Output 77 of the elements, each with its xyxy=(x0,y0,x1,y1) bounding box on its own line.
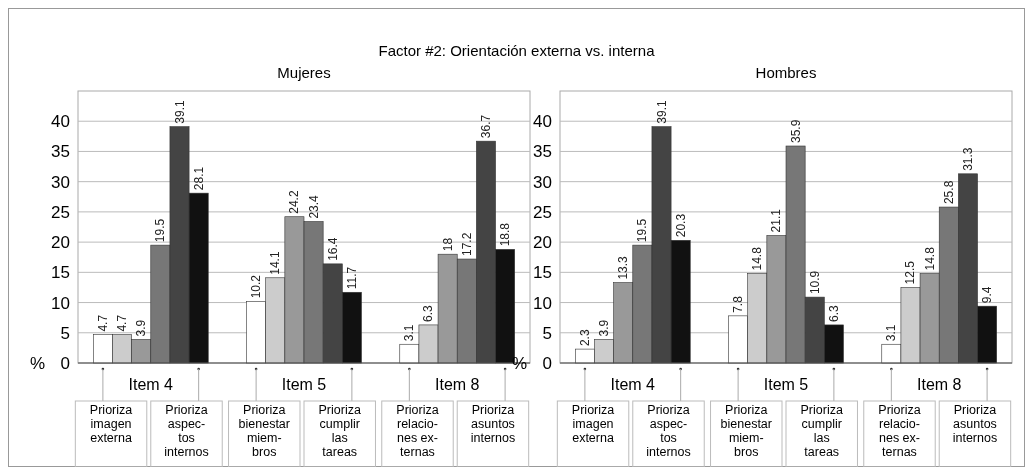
y-tick-label: 0 xyxy=(60,354,70,373)
data-label: 14.1 xyxy=(268,251,283,275)
data-label: 2.3 xyxy=(577,329,592,347)
data-label: 39.1 xyxy=(172,99,187,124)
data-label: 7.8 xyxy=(731,295,746,313)
y-tick-label: 25 xyxy=(533,202,552,222)
text: Prioriza aspec- tos internos xyxy=(164,403,209,459)
x-tick-label: Item 5 xyxy=(763,376,809,393)
text: Prioriza imagen externa xyxy=(571,403,615,445)
y-tick-label: 30 xyxy=(51,172,70,192)
text: Prioriza relacio- nes ex- ternas xyxy=(396,403,439,459)
y-tick-label: 40 xyxy=(533,112,552,132)
data-label: 35.9 xyxy=(788,119,803,143)
data-label: 3.1 xyxy=(884,324,899,342)
chart-subtitle: Hombres xyxy=(755,64,817,81)
data-label: 12.5 xyxy=(903,260,918,285)
y-axis-title: % xyxy=(512,354,528,373)
data-label: 24.2 xyxy=(287,190,302,214)
text: Prioriza relacio- nes ex- ternas xyxy=(878,403,921,459)
data-label: 39.1 xyxy=(654,99,669,124)
data-label: 16.4 xyxy=(325,237,340,261)
chart-subtitle: Mujeres xyxy=(277,64,331,81)
data-label: 4.7 xyxy=(115,314,130,332)
y-tick-label: 10 xyxy=(533,293,552,313)
chart-title: Factor #2: Orientación externa vs. interna xyxy=(378,42,656,59)
y-tick-label: 35 xyxy=(51,142,70,162)
data-label: 18 xyxy=(440,237,455,252)
data-label: 18.8 xyxy=(498,222,513,247)
data-label: 19.5 xyxy=(153,218,168,243)
x-tick-label: Item 8 xyxy=(434,376,480,393)
data-label: 11.7 xyxy=(344,266,359,290)
y-tick-label: 10 xyxy=(51,293,70,313)
data-label: 3.9 xyxy=(597,319,612,337)
text: Prioriza cumplir las tareas xyxy=(800,403,843,459)
data-label: 14.8 xyxy=(922,246,937,271)
text: Prioriza asuntos internos xyxy=(952,403,998,445)
data-label: 9.4 xyxy=(980,286,995,304)
data-label: 10.2 xyxy=(249,274,264,299)
y-tick-label: 35 xyxy=(533,142,552,162)
data-label: 6.3 xyxy=(826,304,841,322)
y-tick-label: 5 xyxy=(60,323,70,343)
y-tick-label: 15 xyxy=(51,263,70,283)
data-label: 31.3 xyxy=(960,147,975,171)
x-tick-label: Item 4 xyxy=(128,376,174,393)
y-axis-title: % xyxy=(30,354,46,373)
y-tick-label: 40 xyxy=(51,112,70,132)
data-label: 10.9 xyxy=(807,270,822,295)
text: Prioriza asuntos internos xyxy=(470,403,516,445)
data-label: 25.8 xyxy=(941,180,956,205)
text: Prioriza bienestar miem- bros xyxy=(720,403,772,459)
y-tick-label: 20 xyxy=(51,233,70,253)
text: Prioriza aspec- tos internos xyxy=(646,403,691,459)
data-label: 3.9 xyxy=(134,319,149,337)
data-label: 6.3 xyxy=(421,304,436,322)
data-label: 28.1 xyxy=(191,166,206,191)
data-label: 14.8 xyxy=(750,246,765,271)
text: Prioriza cumplir las tareas xyxy=(318,403,361,459)
data-label: 13.3 xyxy=(616,255,631,280)
y-tick-label: 30 xyxy=(533,172,552,192)
y-tick-label: 15 xyxy=(533,263,552,283)
data-label: 20.3 xyxy=(673,213,688,238)
data-label: 19.5 xyxy=(635,218,650,243)
data-label: 23.4 xyxy=(306,194,321,219)
text: Prioriza bienestar miem- bros xyxy=(238,403,290,459)
data-label: 4.7 xyxy=(95,314,110,332)
text: Prioriza imagen externa xyxy=(89,403,133,445)
y-tick-label: 25 xyxy=(51,202,70,222)
data-label: 21.1 xyxy=(769,208,784,233)
data-label: 36.7 xyxy=(478,114,493,139)
y-tick-label: 0 xyxy=(542,354,552,373)
y-tick-label: 20 xyxy=(533,233,552,253)
y-tick-label: 5 xyxy=(542,323,552,343)
x-tick-label: Item 5 xyxy=(281,376,327,393)
x-tick-label: Item 8 xyxy=(916,376,962,393)
x-tick-label: Item 4 xyxy=(610,376,656,393)
data-label: 3.1 xyxy=(402,324,417,342)
data-label: 17.2 xyxy=(459,232,474,257)
